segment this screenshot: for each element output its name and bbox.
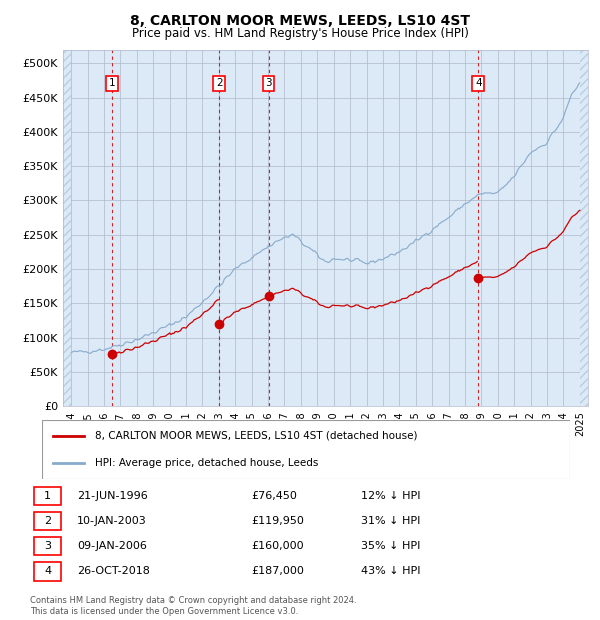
Text: 4: 4: [44, 566, 51, 577]
Text: 3: 3: [44, 541, 51, 551]
Text: 09-JAN-2006: 09-JAN-2006: [77, 541, 147, 551]
Text: 31% ↓ HPI: 31% ↓ HPI: [361, 516, 421, 526]
Text: 43% ↓ HPI: 43% ↓ HPI: [361, 566, 421, 577]
Text: £187,000: £187,000: [251, 566, 304, 577]
Text: £119,950: £119,950: [251, 516, 304, 526]
Bar: [34, 487, 61, 505]
Bar: [34, 512, 61, 530]
Text: 2: 2: [216, 79, 223, 89]
Text: 4: 4: [475, 79, 482, 89]
Text: 10-JAN-2003: 10-JAN-2003: [77, 516, 146, 526]
Text: Contains HM Land Registry data © Crown copyright and database right 2024.
This d: Contains HM Land Registry data © Crown c…: [30, 596, 356, 616]
Text: £76,450: £76,450: [251, 491, 296, 501]
Bar: [34, 562, 61, 580]
Bar: [63, 50, 71, 406]
Text: £160,000: £160,000: [251, 541, 304, 551]
Text: 8, CARLTON MOOR MEWS, LEEDS, LS10 4ST (detached house): 8, CARLTON MOOR MEWS, LEEDS, LS10 4ST (d…: [95, 431, 418, 441]
Text: 8, CARLTON MOOR MEWS, LEEDS, LS10 4ST: 8, CARLTON MOOR MEWS, LEEDS, LS10 4ST: [130, 14, 470, 28]
Text: HPI: Average price, detached house, Leeds: HPI: Average price, detached house, Leed…: [95, 458, 318, 467]
Text: 2: 2: [44, 516, 51, 526]
Text: 26-OCT-2018: 26-OCT-2018: [77, 566, 150, 577]
Bar: [580, 50, 588, 406]
Text: 1: 1: [109, 79, 115, 89]
Text: 35% ↓ HPI: 35% ↓ HPI: [361, 541, 421, 551]
Text: Price paid vs. HM Land Registry's House Price Index (HPI): Price paid vs. HM Land Registry's House …: [131, 27, 469, 40]
Text: 1: 1: [44, 491, 51, 501]
Text: 12% ↓ HPI: 12% ↓ HPI: [361, 491, 421, 501]
Bar: [34, 537, 61, 556]
Text: 21-JUN-1996: 21-JUN-1996: [77, 491, 148, 501]
Text: 3: 3: [265, 79, 272, 89]
